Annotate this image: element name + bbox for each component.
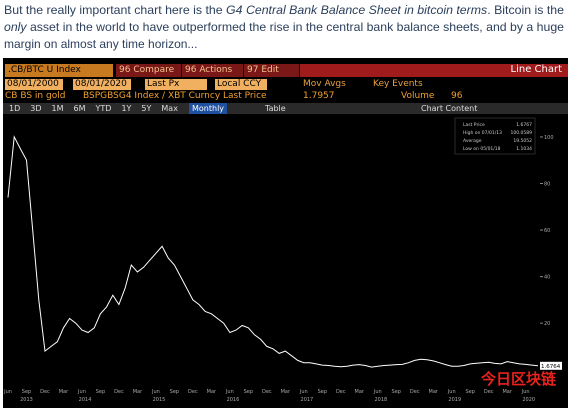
button[interactable]: 96 Actions xyxy=(182,64,243,77)
ticker[interactable]: .CB/BTC U Index xyxy=(5,64,113,77)
post-text: G4 Central Bank Balance Sheet in bitcoin… xyxy=(226,3,487,17)
period[interactable]: Max xyxy=(161,104,178,113)
x-tick-label: Jun xyxy=(225,389,234,395)
x-year-label: 2020 xyxy=(522,397,535,403)
y-tick-label: 100 xyxy=(544,135,554,141)
option[interactable]: Key Events xyxy=(373,79,423,89)
x-tick-label: Mar xyxy=(133,389,143,395)
view: Line Chart xyxy=(510,64,563,75)
security: BSPGBSG4 Index / XBT Curncy Last Price xyxy=(83,91,267,101)
period[interactable]: 3D xyxy=(30,104,42,113)
x-tick-label: Dec xyxy=(336,389,346,395)
option[interactable]: Mov Avgs xyxy=(303,79,346,89)
period[interactable]: 5Y xyxy=(141,104,152,113)
post-text: asset in the world to have outperformed … xyxy=(27,20,565,34)
x-tick-label: Sep xyxy=(318,389,327,395)
button[interactable]: 97 Edit xyxy=(244,64,299,77)
y-tick-label: 40 xyxy=(544,275,550,281)
x-tick-label: Sep xyxy=(392,389,401,395)
x-year-label: 2019 xyxy=(448,397,461,403)
x-tick-label: Dec xyxy=(262,389,272,395)
price-field[interactable]: Last Px xyxy=(145,79,207,90)
y-tick-label: 20 xyxy=(544,321,550,327)
x-year-label: 2018 xyxy=(374,397,387,403)
x-tick-label: Sep xyxy=(22,389,31,395)
legend-value: 1.6767 xyxy=(516,122,532,128)
x-tick-label: Jun xyxy=(151,389,160,395)
last-value-label: 1.6764 xyxy=(541,364,561,370)
post-text: only xyxy=(4,20,28,34)
x-tick-label: Mar xyxy=(59,389,69,395)
date-to[interactable]: 08/01/2020 xyxy=(73,79,131,90)
legend-value: 19.5052 xyxy=(513,138,532,144)
title-bar xyxy=(300,64,568,77)
x-tick-label: Jun xyxy=(299,389,308,395)
post-line: But the really important chart here is t… xyxy=(4,3,564,17)
x-year-label: 2013 xyxy=(20,397,33,403)
x-tick-label: Mar xyxy=(207,389,217,395)
post-text: . Bitcoin is the xyxy=(487,3,564,17)
x-tick-label: Sep xyxy=(96,389,105,395)
x-tick-label: Jun xyxy=(521,389,530,395)
post-text: But the really important chart here is t… xyxy=(4,3,226,17)
x-tick-label: Mar xyxy=(281,389,291,395)
post-text: margin on almost any time horizon... xyxy=(4,37,197,51)
x-tick-label: Dec xyxy=(114,389,124,395)
period[interactable]: 1Y xyxy=(121,104,132,113)
legend-label: Average xyxy=(463,138,482,144)
button[interactable]: 96 Compare xyxy=(116,64,181,77)
legend-label: High on 07/01/13 xyxy=(463,130,502,136)
x-year-label: 2014 xyxy=(79,397,92,403)
legend-value: 1.1034 xyxy=(516,146,532,152)
x-tick-label: Dec xyxy=(410,389,420,395)
x-tick-label: Jun xyxy=(447,389,456,395)
chart-content[interactable]: Chart Content xyxy=(421,104,478,113)
post: But the really important chart here is t… xyxy=(4,3,564,51)
x-tick-label: Dec xyxy=(40,389,50,395)
last-value-box xyxy=(540,361,562,370)
legend-label: Low on 05/01/18 xyxy=(463,146,501,152)
x-tick-label: Sep xyxy=(170,389,179,395)
x-year-label: 2015 xyxy=(153,397,166,403)
period[interactable]: YTD xyxy=(95,104,112,113)
x-tick-label: Mar xyxy=(502,389,512,395)
frequency[interactable]: Monthly xyxy=(189,103,228,114)
x-tick-label: Jun xyxy=(3,389,12,395)
volume-label: Volume xyxy=(401,91,435,101)
currency[interactable]: Local CCY xyxy=(215,79,267,90)
x-year-label: 2016 xyxy=(227,397,240,403)
last-price: 1.7957 xyxy=(303,91,335,101)
x-tick-label: Sep xyxy=(465,389,474,395)
legend-box xyxy=(454,117,536,155)
x-tick-label: Sep xyxy=(244,389,253,395)
period[interactable]: 1M xyxy=(51,104,64,113)
legend-label: Last Price xyxy=(463,122,485,128)
price-line xyxy=(7,135,539,368)
x-year-label: 2017 xyxy=(301,397,314,403)
x-tick-label: Mar xyxy=(355,389,365,395)
period[interactable]: 1D xyxy=(9,104,21,113)
terminal: .CB/BTC U Index 96 Compare 96 Actions 97… xyxy=(3,58,568,408)
period[interactable]: 6M xyxy=(73,104,86,113)
legend-value: 100.0589 xyxy=(511,130,533,136)
table-button[interactable]: Table xyxy=(265,104,286,113)
x-tick-label: Dec xyxy=(484,389,494,395)
x-tick-label: Dec xyxy=(188,389,198,395)
periods: 1D 3D 1M 6M YTD 1Y 5Y Max xyxy=(9,103,188,114)
x-tick-label: Jun xyxy=(373,389,382,395)
toolbar xyxy=(3,103,568,114)
security-label: CB BS in gold xyxy=(5,91,66,101)
post-line: only asset in the world to have outperfo… xyxy=(4,20,564,34)
y-tick-label: 60 xyxy=(544,228,550,234)
volume: 96 xyxy=(451,91,463,101)
x-tick-label: Jun xyxy=(77,389,86,395)
y-tick-label: 80 xyxy=(544,182,550,188)
watermark: 今日区块链 xyxy=(480,370,557,388)
x-tick-label: Mar xyxy=(429,389,439,395)
date-from[interactable]: 08/01/2000 xyxy=(5,79,63,90)
